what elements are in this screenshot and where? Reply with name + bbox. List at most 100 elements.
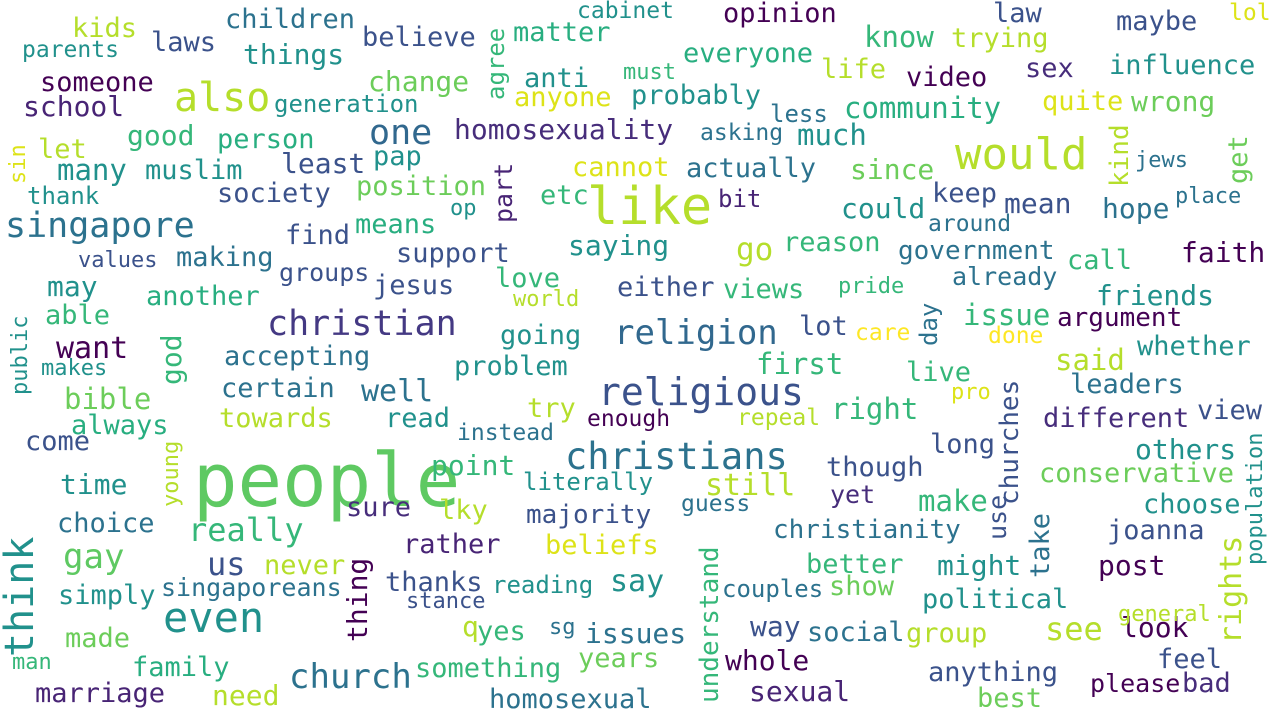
word-sure: sure xyxy=(346,492,412,523)
word-please: please xyxy=(1090,669,1181,698)
word-family: family xyxy=(132,652,230,683)
word-simply: simply xyxy=(58,580,156,611)
word-reason: reason xyxy=(783,227,881,258)
word-though: though xyxy=(826,452,924,483)
word-able: able xyxy=(45,300,111,331)
word-choose: choose xyxy=(1143,489,1241,520)
word-also: also xyxy=(174,75,271,121)
word-muslim: muslim xyxy=(145,155,243,186)
word-everyone: everyone xyxy=(683,38,814,69)
word-love: love xyxy=(495,263,561,294)
word-post: post xyxy=(1098,549,1166,582)
word-rights: rights xyxy=(1214,535,1249,644)
word-saying: saying xyxy=(568,229,670,262)
word-must: must xyxy=(623,60,676,85)
word-live: live xyxy=(906,357,972,388)
word-keep: keep xyxy=(932,178,998,209)
word-man: man xyxy=(12,650,52,675)
word-believe: believe xyxy=(362,22,476,53)
word-way: way xyxy=(750,610,801,643)
word-would: would xyxy=(955,129,1088,180)
word-kids: kids xyxy=(72,13,138,44)
word-already: already xyxy=(952,262,1058,291)
word-homosexuality: homosexuality xyxy=(454,113,674,146)
word-first: first xyxy=(756,347,844,381)
word-sin: sin xyxy=(6,144,31,184)
word-either: either xyxy=(617,272,715,303)
word-life: life xyxy=(821,54,887,85)
word-children: children xyxy=(225,4,356,35)
word-generation: generation xyxy=(274,90,419,118)
word-conservative: conservative xyxy=(1039,458,1235,489)
word-marriage: marriage xyxy=(35,678,166,709)
word-make: make xyxy=(918,484,988,518)
word-certain: certain xyxy=(221,373,335,404)
word-lot: lot xyxy=(799,311,848,342)
word-read: read xyxy=(385,403,451,434)
word-look: look xyxy=(1121,611,1189,644)
word-day: day xyxy=(915,302,943,346)
word-jesus: jesus xyxy=(373,270,455,301)
word-use: use xyxy=(983,494,1012,540)
word-agree: agree xyxy=(482,27,510,100)
word-government: government xyxy=(898,236,1055,266)
word-influence: influence xyxy=(1109,50,1256,81)
word-need: need xyxy=(212,679,280,712)
word-even: even xyxy=(163,593,265,642)
word-christians: christians xyxy=(565,435,788,478)
word-best: best xyxy=(977,683,1043,714)
word-law: law xyxy=(993,0,1042,29)
word-let: let xyxy=(38,134,87,165)
word-one: one xyxy=(369,113,433,153)
word-understand: understand xyxy=(695,546,725,703)
word-school: school xyxy=(23,90,125,123)
word-sexual: sexual xyxy=(749,675,851,708)
word-think: think xyxy=(0,536,43,657)
word-guess: guess xyxy=(681,491,751,517)
word-pride: pride xyxy=(838,274,905,299)
word-enough: enough xyxy=(587,406,671,432)
word-see: see xyxy=(1045,610,1103,648)
word-problem: problem xyxy=(454,351,568,382)
word-young: young xyxy=(159,440,184,507)
word-parents: parents xyxy=(22,37,119,63)
word-call: call xyxy=(1067,245,1133,276)
word-homosexual: homosexual xyxy=(489,684,652,715)
word-views: views xyxy=(723,274,805,305)
word-actually: actually xyxy=(686,153,817,184)
word-political: political xyxy=(922,584,1069,615)
word-anti: anti xyxy=(524,63,590,94)
word-around: around xyxy=(928,211,1012,237)
word-something: something xyxy=(415,653,562,684)
word-time: time xyxy=(60,468,128,501)
word-opinion: opinion xyxy=(723,0,837,29)
word-may: may xyxy=(47,270,98,303)
word-social: social xyxy=(807,617,905,648)
word-couples: couples xyxy=(722,575,824,603)
word-lky: lky xyxy=(439,495,488,526)
word-sex: sex xyxy=(1025,53,1074,84)
word-cabinet: cabinet xyxy=(577,0,674,24)
word-instead: instead xyxy=(457,420,554,446)
word-like: like xyxy=(587,177,713,237)
word-society: society xyxy=(217,178,331,209)
word-many: many xyxy=(57,153,127,187)
word-well: well xyxy=(361,374,434,409)
word-group: group xyxy=(906,618,988,649)
word-find: find xyxy=(285,220,351,251)
word-christianity: christianity xyxy=(773,515,961,545)
word-say: say xyxy=(610,564,665,599)
word-religion: religion xyxy=(614,313,778,353)
word-much: much xyxy=(797,118,867,152)
word-leaders: leaders xyxy=(1070,369,1184,400)
word-religious: religious xyxy=(598,370,804,414)
word-means: means xyxy=(355,209,437,240)
word-churches: churches xyxy=(995,379,1025,505)
word-making: making xyxy=(176,242,274,273)
word-joanna: joanna xyxy=(1107,515,1205,546)
word-majority: majority xyxy=(526,500,652,530)
word-pro: pro xyxy=(951,380,991,405)
word-want: want xyxy=(56,331,129,366)
word-bible: bible xyxy=(64,382,152,416)
